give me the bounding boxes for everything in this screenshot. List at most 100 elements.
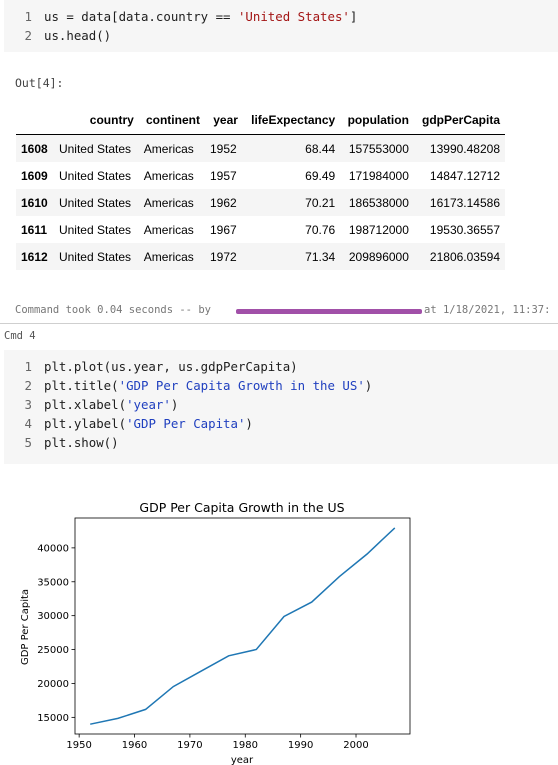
code-string: 'year' bbox=[126, 397, 171, 412]
code-line[interactable]: 4 plt.ylabel('GDP Per Capita') bbox=[4, 414, 558, 433]
table-cell: 68.44 bbox=[305, 141, 336, 156]
x-axis-label: year bbox=[231, 755, 254, 765]
x-tick-label: 1970 bbox=[177, 740, 202, 751]
code-cell-1[interactable]: 1 us = data[data.country == 'United State… bbox=[4, 0, 558, 52]
command-took-text: Command took 0.04 seconds -- by bbox=[15, 304, 211, 316]
table-cell: 71.34 bbox=[305, 249, 336, 264]
x-tick-label: 2000 bbox=[343, 740, 368, 751]
series-line bbox=[90, 527, 396, 725]
column-header: country bbox=[53, 107, 139, 135]
table-cell: 16173.14586 bbox=[429, 195, 500, 210]
table-header-row: country continent year lifeExpectancy popula… bbox=[16, 107, 505, 135]
line-number: 1 bbox=[24, 9, 32, 24]
code-text: plt.plot(us.year, us.gdpPerCapita) bbox=[44, 359, 298, 374]
table-cell: Americas bbox=[143, 195, 194, 210]
line-number: 2 bbox=[24, 28, 32, 43]
code-text: ) bbox=[170, 397, 179, 412]
x-tick-label: 1960 bbox=[122, 740, 147, 751]
cmd-label: Cmd 4 bbox=[4, 330, 36, 342]
code-string: 'GDP Per Capita' bbox=[126, 416, 246, 431]
line-number: 4 bbox=[24, 416, 32, 431]
line-number: 3 bbox=[24, 397, 32, 412]
table-cell: 1967 bbox=[209, 222, 237, 237]
code-text: plt.title( bbox=[44, 378, 119, 393]
code-cell-2[interactable]: 1 plt.plot(us.year, us.gdpPerCapita) 2 plt.… bbox=[4, 350, 558, 464]
table-row: 1610 United States Americas 1962 70.21 186538… bbox=[16, 189, 505, 216]
table-cell: 186538000 bbox=[348, 195, 409, 210]
command-timestamp: at 1/18/2021, 11:37: bbox=[424, 304, 551, 316]
table-cell: United States bbox=[58, 168, 131, 183]
table-cell: 1962 bbox=[209, 195, 237, 210]
table-row: 1609 United States Americas 1957 69.49 171984… bbox=[16, 162, 505, 189]
code-text: us = data[data.country == bbox=[44, 9, 238, 24]
column-header: lifeExpectancy bbox=[242, 107, 341, 135]
code-line[interactable]: 2 plt.title('GDP Per Capita Growth in the… bbox=[4, 376, 558, 395]
column-header: gdpPerCapita bbox=[413, 107, 505, 135]
row-index: 1609 bbox=[21, 168, 48, 183]
row-index: 1610 bbox=[21, 195, 48, 210]
table-cell: United States bbox=[58, 141, 131, 156]
chart-title: GDP Per Capita Growth in the US bbox=[139, 500, 344, 515]
table-cell: United States bbox=[58, 222, 131, 237]
table-cell: 19530.36557 bbox=[429, 222, 500, 237]
code-text: ) bbox=[245, 416, 253, 431]
table-cell: 14847.12712 bbox=[429, 168, 500, 183]
table-row: 1611 United States Americas 1967 70.76 198712… bbox=[16, 216, 505, 243]
table-cell: 171984000 bbox=[348, 168, 409, 183]
column-header bbox=[16, 107, 54, 135]
row-index: 1608 bbox=[21, 141, 48, 156]
code-line[interactable]: 2 us.head() bbox=[4, 26, 558, 45]
table-cell: 69.49 bbox=[305, 168, 336, 183]
table-cell: 13990.48208 bbox=[429, 141, 500, 156]
table-cell: Americas bbox=[143, 222, 194, 237]
y-tick-label: 20000 bbox=[37, 679, 69, 690]
code-text: us.head() bbox=[44, 28, 112, 43]
table-cell: 1957 bbox=[209, 168, 237, 183]
column-header: population bbox=[340, 107, 414, 135]
table-cell: Americas bbox=[143, 141, 194, 156]
table-cell: 70.21 bbox=[305, 195, 336, 210]
table-cell: Americas bbox=[143, 249, 194, 264]
line-number: 2 bbox=[24, 378, 32, 393]
table-cell: United States bbox=[58, 195, 131, 210]
row-index: 1612 bbox=[21, 249, 48, 264]
cell-divider bbox=[0, 323, 558, 324]
table-cell: Americas bbox=[143, 168, 194, 183]
code-text: plt.ylabel( bbox=[44, 416, 127, 431]
line-chart: GDP Per Capita Growth in the US 1950 1960… bbox=[20, 500, 411, 765]
x-tick-label: 1950 bbox=[66, 740, 91, 751]
line-number: 1 bbox=[24, 359, 32, 374]
code-line[interactable]: 3 plt.xlabel('year') bbox=[4, 395, 558, 414]
code-string: 'GDP Per Capita Growth in the US' bbox=[118, 378, 365, 393]
table-cell: 1972 bbox=[209, 249, 237, 264]
redaction-bar bbox=[236, 309, 422, 314]
y-tick-label: 40000 bbox=[37, 543, 69, 554]
code-text: ) bbox=[364, 378, 373, 393]
table-cell: 1952 bbox=[209, 141, 237, 156]
code-line[interactable]: 5 plt.show() bbox=[4, 433, 558, 452]
code-line[interactable]: 1 plt.plot(us.year, us.gdpPerCapita) bbox=[4, 357, 558, 376]
y-tick-label: 25000 bbox=[37, 645, 69, 656]
table-cell: 21806.03594 bbox=[429, 249, 500, 264]
code-string: 'United States' bbox=[237, 9, 350, 24]
code-text: plt.xlabel( bbox=[44, 397, 127, 412]
table-cell: United States bbox=[58, 249, 131, 264]
line-number: 5 bbox=[24, 435, 32, 450]
output-label: Out[4]: bbox=[15, 76, 64, 90]
column-header: continent bbox=[138, 107, 205, 135]
column-header: year bbox=[204, 107, 243, 135]
code-text: ] bbox=[349, 9, 358, 24]
table-cell: 157553000 bbox=[348, 141, 409, 156]
y-axis-label: GDP Per Capita bbox=[20, 589, 31, 665]
code-line[interactable]: 1 us = data[data.country == 'United State… bbox=[4, 7, 558, 26]
row-index: 1611 bbox=[21, 222, 48, 237]
table-cell: 198712000 bbox=[348, 222, 409, 237]
table-cell: 70.76 bbox=[305, 222, 336, 237]
y-tick-label: 30000 bbox=[37, 611, 69, 622]
y-tick-label: 35000 bbox=[37, 577, 69, 588]
y-tick-label: 15000 bbox=[37, 713, 69, 724]
table-cell: 209896000 bbox=[348, 249, 409, 264]
x-tick-label: 1980 bbox=[233, 740, 258, 751]
table-row: 1612 United States Americas 1972 71.34 209896… bbox=[16, 243, 505, 270]
table-row: 1608 United States Americas 1952 68.44 157553… bbox=[16, 134, 505, 162]
